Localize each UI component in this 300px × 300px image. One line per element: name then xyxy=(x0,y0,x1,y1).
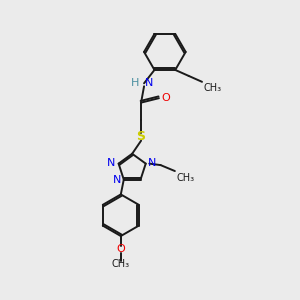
Text: O: O xyxy=(161,93,170,103)
Text: N: N xyxy=(148,158,157,168)
Text: CH₃: CH₃ xyxy=(203,83,222,93)
Text: CH₃: CH₃ xyxy=(112,259,130,269)
Text: O: O xyxy=(116,244,125,254)
Text: H: H xyxy=(131,78,140,88)
Text: N: N xyxy=(145,78,153,88)
Text: S: S xyxy=(136,130,146,143)
Text: N: N xyxy=(107,158,116,168)
Text: N: N xyxy=(112,175,121,184)
Text: CH₃: CH₃ xyxy=(176,172,194,182)
